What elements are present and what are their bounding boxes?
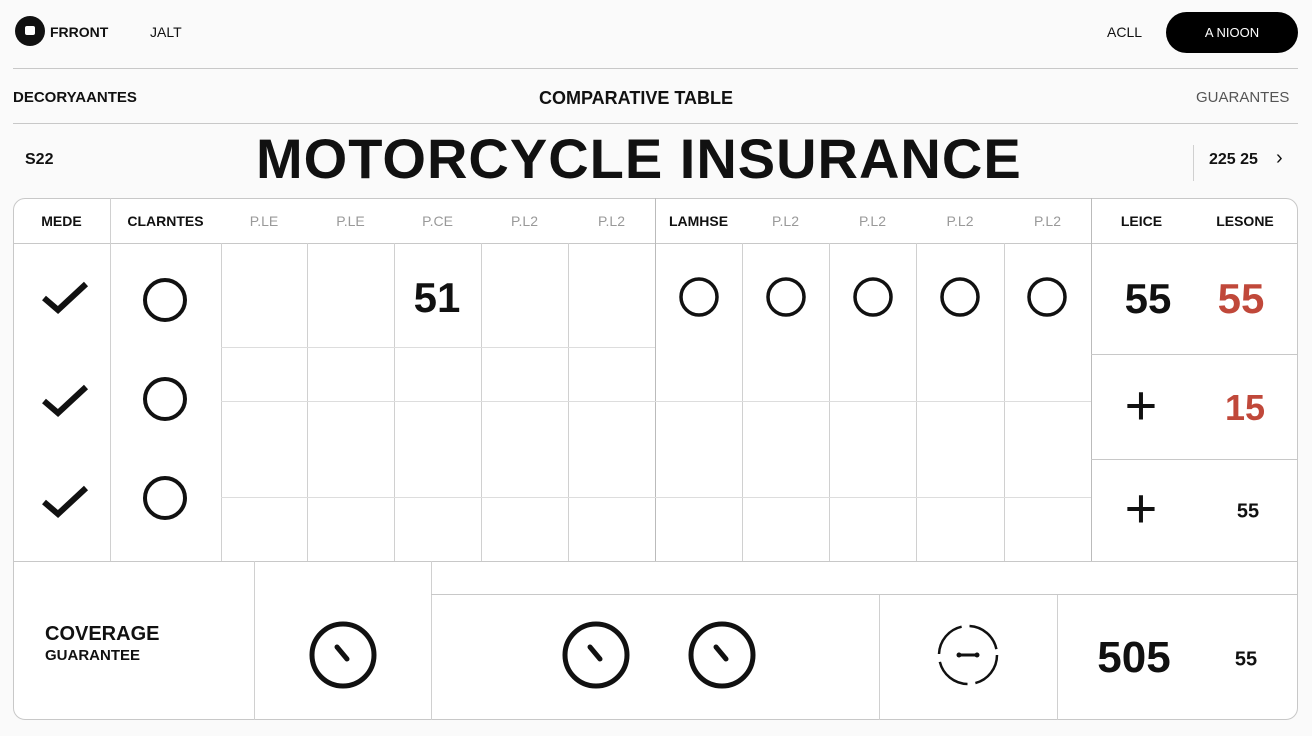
radio-circle-icon[interactable] <box>765 276 807 318</box>
price-value-accent: 55 <box>1217 275 1265 322</box>
radio-circle-icon[interactable] <box>141 375 189 423</box>
radio-circle-icon[interactable] <box>852 276 894 318</box>
gauge-icon <box>562 621 630 689</box>
column-header[interactable]: P.L2 <box>598 212 625 229</box>
column-header[interactable]: CLARNTES <box>127 212 204 229</box>
primary-button[interactable]: A NIOON <box>1166 12 1298 53</box>
column-header[interactable]: P.L2 <box>946 212 974 229</box>
brand-name[interactable]: FRRONT <box>50 24 109 40</box>
subheader-right[interactable]: GUARANTES <box>1196 89 1290 106</box>
column-header[interactable]: P.L2 <box>1034 212 1061 229</box>
footer-small-value: 55 <box>1234 648 1258 671</box>
page-title: MOTORCYCLE INSURANCE <box>256 127 1022 190</box>
divider <box>13 68 1298 69</box>
divider <box>13 123 1298 124</box>
column-header[interactable]: P.LE <box>336 212 365 229</box>
footer-value: 505 <box>1097 633 1171 682</box>
price-value-accent: 15 <box>1224 387 1266 428</box>
nav-link[interactable]: JALT <box>150 24 182 40</box>
column-header[interactable]: LESONE <box>1216 212 1274 229</box>
logo-icon <box>15 16 45 46</box>
column-header[interactable]: P.L2 <box>859 212 886 229</box>
price-value: 55 <box>1124 275 1172 322</box>
column-header[interactable]: LEICE <box>1120 212 1163 229</box>
column-header[interactable]: LAMHSE <box>668 212 729 229</box>
column-header[interactable]: P.L2 <box>511 212 538 229</box>
chevron-right-icon[interactable]: › <box>1276 147 1283 169</box>
column-header[interactable]: P.LE <box>249 212 279 229</box>
radio-circle-icon[interactable] <box>678 276 720 318</box>
column-header[interactable]: P.CE <box>422 212 453 229</box>
checkmark-icon <box>42 384 89 418</box>
row-label: S22 <box>25 151 54 168</box>
column-header[interactable]: MEDE <box>41 212 82 229</box>
plus-icon[interactable]: + <box>1124 373 1158 437</box>
radio-circle-icon[interactable] <box>141 474 189 522</box>
footer-sublabel: GUARANTEE <box>45 647 141 664</box>
divider <box>1193 145 1194 181</box>
column-header[interactable]: P.L2 <box>772 212 799 229</box>
page-indicator: 225 25 <box>1209 151 1258 168</box>
cell-value: 51 <box>413 274 461 321</box>
subheader-title: COMPARATIVE TABLE <box>539 88 733 108</box>
radio-circle-icon[interactable] <box>1026 276 1068 318</box>
price-value: 55 <box>1236 500 1260 523</box>
gauge-icon <box>309 621 377 689</box>
gauge-icon <box>688 621 756 689</box>
subheader-left[interactable]: DECORYAANTES <box>13 89 137 106</box>
radio-circle-icon[interactable] <box>141 276 189 324</box>
plus-icon[interactable]: + <box>1124 476 1158 540</box>
radio-circle-icon[interactable] <box>939 276 981 318</box>
checkmark-icon <box>42 485 89 519</box>
checkmark-icon <box>42 281 89 315</box>
top-link[interactable]: ACLL <box>1107 24 1143 40</box>
footer-label: COVERAGE <box>45 623 160 645</box>
range-dial-icon <box>937 624 999 686</box>
